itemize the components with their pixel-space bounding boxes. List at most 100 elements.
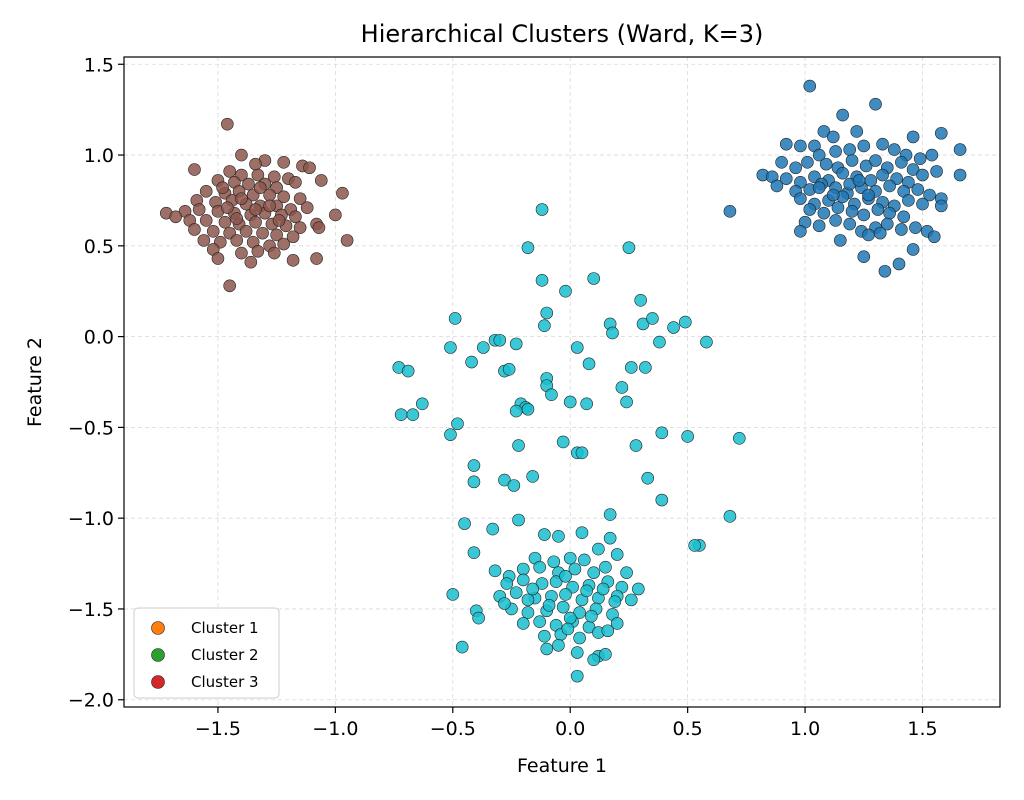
y-tick-label: −1.5 — [68, 599, 114, 621]
scatter-point — [216, 181, 229, 195]
scatter-point — [927, 230, 941, 244]
scatter-point — [911, 183, 925, 196]
scatter-point — [570, 669, 584, 683]
scatter-point — [880, 217, 894, 231]
scatter-point — [794, 139, 807, 153]
scatter-point — [876, 168, 889, 182]
chart-title: Hierarchical Clusters (Ward, K=3) — [361, 20, 764, 48]
scatter-point — [883, 179, 896, 193]
y-tick-label: 1.0 — [84, 145, 114, 167]
scatter-point — [575, 446, 589, 460]
scatter-point — [455, 640, 469, 654]
scatter-point — [634, 293, 647, 307]
scatter-point — [521, 241, 535, 254]
scatter-point — [556, 435, 570, 449]
scatter-point — [770, 179, 784, 193]
scatter-point — [667, 321, 680, 334]
scatter-point — [448, 312, 462, 325]
scatter-point — [169, 210, 182, 224]
scatter-point — [580, 397, 593, 411]
legend: Cluster 1 Cluster 2 Cluster 3 — [133, 607, 280, 699]
scatter-point — [862, 228, 875, 242]
scatter-point — [895, 156, 908, 169]
scatter-point — [580, 584, 593, 598]
scatter-point — [646, 312, 659, 325]
scatter-point — [624, 593, 638, 607]
plot-frame — [123, 56, 1001, 708]
scatter-point — [700, 335, 713, 349]
scatter-point — [199, 185, 213, 198]
scatter-point — [526, 470, 539, 483]
scatter-point — [516, 562, 530, 576]
scatter-point — [336, 186, 349, 200]
scatter-point — [934, 199, 948, 213]
scatter-point — [733, 431, 746, 445]
scatter-point — [512, 513, 525, 527]
scatter-point — [289, 210, 302, 224]
scatter-point — [549, 575, 563, 589]
scatter-point — [535, 203, 549, 216]
scatter-point — [329, 208, 342, 222]
legend-label: Cluster 2 — [191, 646, 259, 664]
scatter-point — [249, 215, 262, 229]
scatter-point — [526, 582, 539, 596]
scatter-point — [794, 192, 807, 205]
scatter-point — [235, 148, 248, 162]
scatter-point — [829, 145, 842, 158]
scatter-point — [568, 562, 582, 576]
scatter-point — [446, 588, 460, 601]
scatter-point — [913, 152, 927, 165]
scatter-point — [906, 243, 920, 256]
scatter-point — [563, 395, 577, 409]
scatter-point — [218, 215, 232, 229]
scatter-point — [547, 555, 561, 569]
scatter-point — [509, 404, 523, 418]
scatter-point — [906, 163, 920, 176]
scatter-point — [622, 241, 636, 254]
scatter-point — [599, 648, 612, 661]
scatter-point — [812, 219, 826, 233]
scatter-point — [535, 274, 549, 287]
scatter-point — [465, 355, 478, 369]
scatter-point — [585, 609, 598, 623]
scatter-point — [444, 341, 457, 354]
scatter-point — [310, 252, 323, 265]
scatter-point — [779, 137, 793, 151]
scatter-point — [575, 526, 589, 539]
scatter-point — [902, 194, 915, 207]
scatter-point — [843, 217, 856, 231]
scatter-point — [857, 250, 871, 264]
scatter-point — [587, 566, 601, 579]
scatter-point — [249, 203, 262, 216]
scatter-point — [573, 606, 586, 619]
scatter-point — [188, 223, 201, 236]
x-tick-label: 1.0 — [790, 718, 820, 740]
scatter-point — [632, 582, 645, 596]
scatter-point — [249, 157, 262, 171]
scatter-point — [521, 606, 535, 619]
scatter-point — [235, 192, 248, 205]
legend-box — [133, 607, 280, 699]
y-axis: −2.0 −1.5 −1.0 −0.5 0.0 0.5 1.0 1.5 — [68, 54, 124, 712]
scatter-series-2 — [159, 117, 354, 293]
legend-marker — [151, 675, 165, 689]
scatter-point — [556, 600, 570, 614]
scatter-point — [892, 257, 906, 271]
scatter-point — [188, 163, 201, 176]
scatter-point — [775, 156, 788, 169]
scatter-point — [831, 201, 845, 214]
x-axis-label: Feature 1 — [517, 755, 607, 777]
y-tick-label: 0.5 — [84, 236, 114, 258]
scatter-point — [244, 255, 258, 269]
scatter-point — [516, 573, 530, 587]
scatter-point — [857, 139, 871, 153]
scatter-point — [270, 228, 283, 242]
scatter-point — [829, 214, 842, 227]
scatter-point — [467, 546, 481, 559]
scatter-point — [394, 408, 408, 421]
scatter-point — [552, 530, 565, 543]
scatter-point — [869, 154, 882, 167]
scatter-point — [498, 597, 511, 610]
scatter-point — [826, 130, 840, 144]
